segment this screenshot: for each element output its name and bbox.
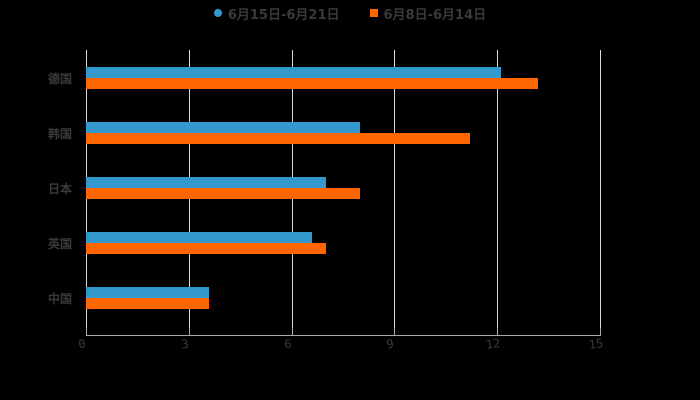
bar-series-1[interactable]	[86, 122, 361, 133]
x-tick-label: 9	[385, 336, 395, 352]
legend-item-series-2[interactable]: 6月8日-6月14日	[369, 4, 487, 23]
bar-series-2[interactable]	[86, 188, 361, 199]
x-tick	[291, 328, 293, 335]
legend-square-icon	[369, 9, 378, 17]
category-label: 日本	[48, 182, 73, 196]
category-label: 韩国	[48, 127, 73, 141]
gridline	[394, 50, 396, 335]
gridline	[497, 50, 499, 335]
bar-series-2[interactable]	[86, 133, 470, 144]
x-tick	[497, 328, 499, 335]
x-tick-label: 12	[485, 336, 502, 352]
category-label: 中国	[48, 292, 73, 306]
bar-series-1[interactable]	[86, 232, 313, 243]
x-tick-label: 15	[587, 336, 605, 352]
chart-legend: 6月15日-6月21日 6月8日-6月14日	[0, 3, 700, 23]
legend-circle-icon	[213, 9, 222, 17]
x-tick	[188, 328, 190, 335]
bar-series-2[interactable]	[86, 298, 210, 309]
x-tick	[600, 328, 601, 335]
x-tick-label: 6	[283, 336, 293, 352]
bar-series-2[interactable]	[86, 243, 326, 254]
x-tick	[86, 328, 87, 335]
legend-label: 6月8日-6月14日	[383, 7, 487, 23]
x-tick	[394, 328, 396, 335]
bar-series-1[interactable]	[86, 287, 210, 298]
category-label: 英国	[48, 237, 73, 251]
bar-series-1[interactable]	[86, 177, 326, 188]
category-label: 德国	[48, 72, 73, 86]
x-axis-line	[86, 335, 601, 336]
x-tick-label: 0	[77, 336, 87, 352]
gridline	[600, 50, 601, 335]
legend-label: 6月15日-6月21日	[227, 7, 340, 23]
bar-series-1[interactable]	[86, 67, 501, 78]
legend-item-series-1[interactable]: 6月15日-6月21日	[213, 4, 340, 23]
x-tick-label: 3	[180, 336, 190, 352]
bar-series-2[interactable]	[86, 78, 539, 89]
